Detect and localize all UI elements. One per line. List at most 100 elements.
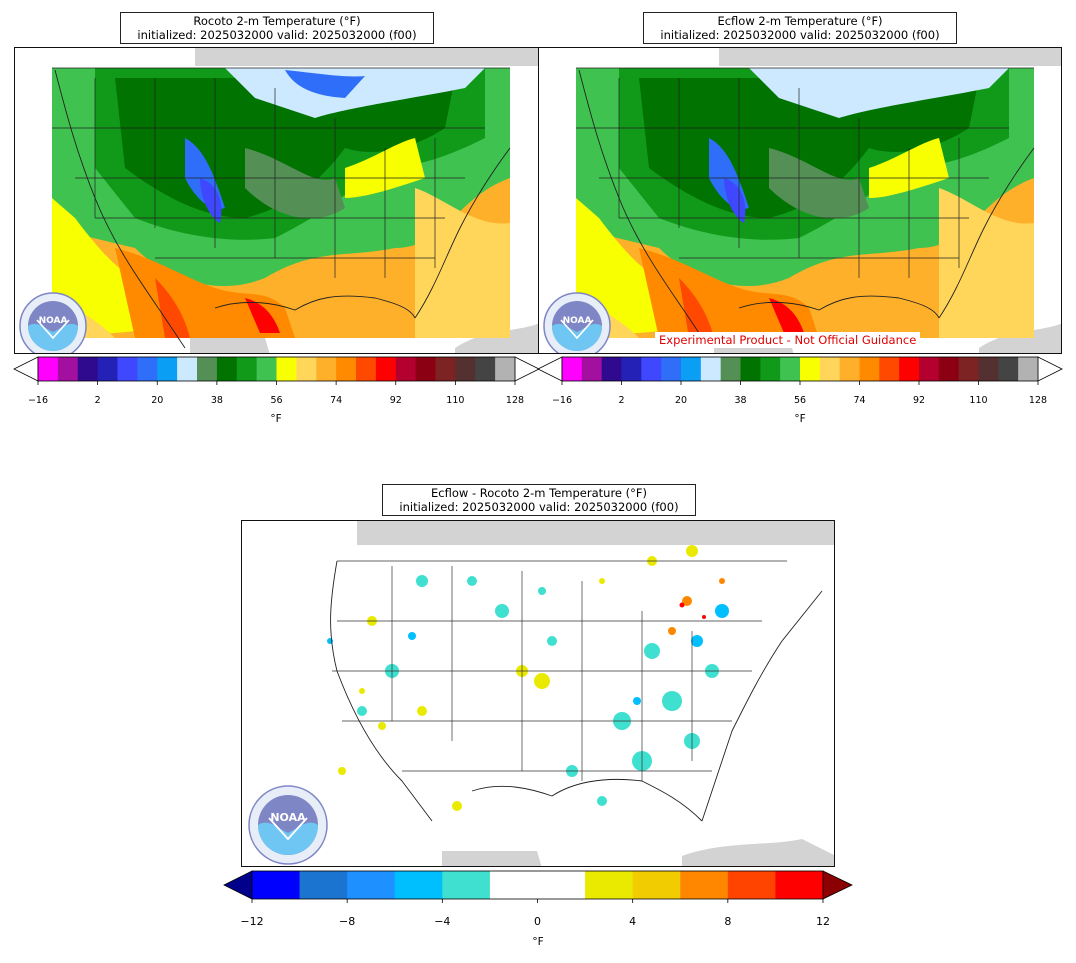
svg-text:NOAA: NOAA — [39, 316, 68, 326]
colorbar-swatch — [1018, 357, 1039, 381]
colorbar-swatch — [641, 357, 662, 381]
colorbar-swatch — [998, 357, 1019, 381]
colorbar-tick-label: 38 — [734, 395, 747, 406]
rocoto-title-line2: initialized: 2025032000 valid: 202503200… — [137, 28, 417, 42]
colorbar-swatch — [681, 357, 702, 381]
colorbar-swatch — [336, 357, 357, 381]
colorbar-swatch — [38, 357, 59, 381]
colorbar-tick-label: −8 — [339, 915, 356, 928]
svg-text:NOAA: NOAA — [270, 811, 306, 824]
difference-coastline — [330, 560, 823, 822]
colorbar-swatch — [581, 357, 603, 381]
colorbar-swatch — [680, 871, 729, 899]
difference-colorbar-unit: °F — [532, 936, 544, 948]
colorbar-under-arrow — [537, 356, 563, 382]
rocoto-colorbar-unit: °F — [270, 413, 282, 425]
colorbar-tick-label: 128 — [1028, 395, 1048, 406]
rocoto-noaa-logo-icon: NOAA — [19, 292, 87, 353]
rocoto-coastline — [54, 69, 511, 349]
difference-field — [327, 545, 729, 811]
colorbar-over-arrow — [822, 870, 853, 900]
rocoto-title-line1: Rocoto 2-m Temperature (°F) — [193, 14, 361, 28]
colorbar-tick-label: 74 — [330, 395, 343, 406]
colorbar-over-arrow — [514, 356, 540, 382]
colorbar-tick-label: 4 — [629, 915, 637, 928]
colorbar-swatch — [720, 357, 741, 381]
colorbar-tick-label: 38 — [210, 395, 223, 406]
colorbar-tick-label: −16 — [551, 395, 573, 406]
difference-colorbar-svg — [223, 870, 853, 903]
difference-state-borders — [332, 560, 787, 781]
colorbar-swatch — [177, 357, 198, 381]
colorbar-tick-label: 92 — [389, 395, 402, 406]
colorbar-swatch — [316, 357, 337, 381]
colorbar-tick-label: −4 — [434, 915, 451, 928]
colorbar-under-arrow — [13, 356, 39, 382]
colorbar-swatch — [489, 871, 538, 899]
colorbar-swatch — [97, 357, 118, 381]
colorbar-swatch — [775, 871, 824, 899]
colorbar-swatch — [958, 357, 979, 381]
ecflow-map: NOAA Experimental Product - Not Official… — [538, 47, 1062, 354]
colorbar-swatch — [137, 357, 158, 381]
colorbar-swatch — [780, 357, 801, 381]
colorbar-swatch — [276, 357, 297, 381]
colorbar-tick-label: 8 — [724, 915, 732, 928]
difference-title: Ecflow - Rocoto 2-m Temperature (°F) ini… — [382, 484, 696, 516]
colorbar-tick-label: 74 — [853, 395, 866, 406]
ecflow-colorbar-svg — [537, 356, 1063, 385]
colorbar-tick-label: 128 — [505, 395, 525, 406]
colorbar-swatch — [157, 357, 178, 381]
ecflow-title: Ecflow 2-m Temperature (°F) initialized:… — [643, 12, 957, 44]
experimental-disclaimer: Experimental Product - Not Official Guid… — [655, 332, 921, 348]
svg-text:NOAA: NOAA — [563, 316, 592, 326]
colorbar-tick-label: 56 — [793, 395, 807, 406]
colorbar-swatch — [356, 357, 377, 381]
colorbar-swatch — [394, 871, 443, 899]
rocoto-title: Rocoto 2-m Temperature (°F) initialized:… — [120, 12, 434, 44]
ecflow-title-line2: initialized: 2025032000 valid: 202503200… — [660, 28, 940, 42]
colorbar-swatch — [859, 357, 880, 381]
colorbar-tick-label: 110 — [446, 395, 465, 406]
colorbar-swatch — [77, 357, 99, 381]
colorbar-swatch — [661, 357, 682, 381]
rocoto-colorbar: −16 2 20 38 56 74 92 110 128 °F — [13, 356, 540, 431]
colorbar-swatch — [740, 357, 761, 381]
colorbar-over-arrow — [1037, 356, 1063, 382]
colorbar-swatch — [700, 357, 722, 381]
colorbar-under-arrow — [223, 870, 253, 900]
colorbar-swatch — [632, 871, 681, 899]
difference-map: NOAA — [241, 520, 835, 867]
colorbar-swatch — [296, 357, 317, 381]
colorbar-tick-label: 0 — [534, 915, 541, 928]
colorbar-swatch — [800, 357, 821, 381]
difference-title-line1: Ecflow - Rocoto 2-m Temperature (°F) — [431, 486, 647, 500]
colorbar-swatch — [216, 357, 238, 381]
rocoto-state-borders — [52, 67, 510, 278]
colorbar-swatch — [347, 871, 396, 899]
colorbar-swatch — [601, 357, 622, 381]
colorbar-swatch — [252, 871, 300, 899]
colorbar-tick-label: −12 — [240, 915, 264, 928]
colorbar-tick-label: 12 — [816, 915, 830, 928]
ecflow-colorbar-unit: °F — [794, 413, 806, 425]
colorbar-swatch — [978, 357, 999, 381]
colorbar-swatch — [919, 357, 940, 381]
colorbar-swatch — [375, 357, 397, 381]
colorbar-tick-label: −16 — [27, 395, 49, 406]
colorbar-swatch — [879, 357, 900, 381]
colorbar-swatch — [585, 871, 634, 899]
colorbar-swatch — [197, 357, 218, 381]
colorbar-swatch — [938, 357, 960, 381]
colorbar-tick-label: 110 — [969, 395, 988, 406]
colorbar-swatch — [117, 357, 138, 381]
difference-noaa-logo-icon: NOAA — [248, 785, 328, 865]
colorbar-swatch — [819, 357, 841, 381]
colorbar-swatch — [236, 357, 258, 381]
ecflow-noaa-logo-icon: NOAA — [543, 292, 611, 353]
rocoto-map-svg — [15, 48, 538, 353]
colorbar-swatch — [435, 357, 456, 381]
colorbar-swatch — [537, 871, 586, 899]
ecflow-state-borders — [576, 67, 1034, 278]
colorbar-tick-label: 20 — [674, 395, 688, 406]
